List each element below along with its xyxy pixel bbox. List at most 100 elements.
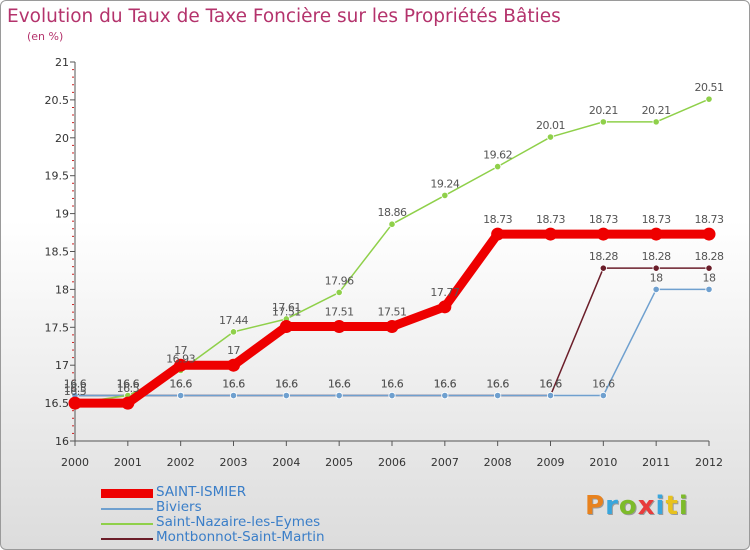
proxiti-logo: Proxiti [585,491,689,521]
y-tick-label: 20.5 [45,94,70,107]
data-label-montbonnot-saint-martin: 16.6 [434,378,457,391]
logo-letter: i [678,491,689,521]
data-point-montbonnot-saint-martin [705,264,713,272]
data-label-biviers: 16.6 [222,378,245,391]
data-point-saint-ismier [702,227,716,241]
legend-swatch-saint-nazaire-les-eymes [101,523,153,525]
data-label-montbonnot-saint-martin: 16.6 [169,378,192,391]
data-label-biviers: 16.6 [381,378,404,391]
data-point-saint-nazaire-les-eymes [599,118,607,126]
x-tick-label: 2005 [325,456,353,469]
y-tick-label: 16.5 [45,397,70,410]
data-point-saint-ismier [227,358,240,372]
data-point-saint-ismier [596,227,610,241]
data-point-saint-ismier [544,227,557,241]
data-point-saint-nazaire-les-eymes [335,288,343,297]
data-point-saint-nazaire-les-eymes [705,95,713,103]
data-label-saint-nazaire-les-eymes: 17.44 [219,314,248,327]
x-tick-label: 2011 [642,456,670,469]
legend-label-biviers: Biviers [156,499,202,515]
x-tick-label: 2004 [272,456,300,469]
x-tick-label: 2009 [537,456,565,469]
y-tick-label: 18 [55,283,69,296]
data-label-montbonnot-saint-martin: 16.6 [381,378,404,391]
y-axis-unit-label: (en %) [27,30,64,43]
data-point-saint-ismier [68,396,82,410]
data-label-saint-ismier: 18.73 [642,213,671,226]
data-label-saint-ismier: 18.73 [589,213,618,226]
data-label-saint-nazaire-les-eymes: 16.5 [64,385,87,398]
legend-item-biviers: Biviers [101,499,401,516]
x-tick-label: 2002 [167,456,195,469]
data-label-saint-ismier: 16.5 [117,382,140,395]
logo-letter: P [585,491,606,521]
data-label-saint-nazaire-les-eymes: 20.01 [536,119,565,132]
data-label-montbonnot-saint-martin: 16.6 [222,378,245,391]
data-label-saint-ismier: 18.73 [483,213,512,226]
data-label-biviers: 16.6 [64,378,87,391]
data-point-saint-ismier [491,227,505,241]
data-label-montbonnot-saint-martin: 16.6 [328,378,351,391]
legend-item-montbonnot-saint-martin: Montbonnot-Saint-Martin [101,529,401,546]
data-label-montbonnot-saint-martin: 16.6 [539,378,562,391]
data-label-biviers: 16.6 [328,378,351,391]
y-tick-label: 20 [55,132,69,145]
legend-item-saint-ismier: SAINT-ISMIER [101,484,401,501]
data-label-saint-nazaire-les-eymes: 18.86 [378,206,407,219]
data-label-saint-ismier: 18.73 [536,213,565,226]
data-label-saint-nazaire-les-eymes: 19.62 [483,149,512,162]
legend-item-saint-nazaire-les-eymes: Saint-Nazaire-les-Eymes [101,514,401,531]
data-label-montbonnot-saint-martin: 16.6 [486,378,509,391]
data-label-biviers: 16.6 [275,378,298,391]
legend-label-saint-nazaire-les-eymes: Saint-Nazaire-les-Eymes [156,514,321,530]
chart-title: Evolution du Taux de Taxe Foncière sur l… [7,6,561,27]
data-point-saint-nazaire-les-eymes [388,220,396,228]
data-point-saint-nazaire-les-eymes [229,328,238,336]
data-label-montbonnot-saint-martin: 16.6 [117,378,140,391]
data-label-biviers: 16.6 [434,378,457,391]
data-point-biviers [177,391,185,400]
data-point-saint-nazaire-les-eymes [652,118,660,126]
data-label-montbonnot-saint-martin: 18.28 [642,250,671,263]
data-point-saint-ismier [649,227,663,241]
data-point-saint-ismier [121,396,135,410]
x-tick-label: 2012 [695,456,723,469]
data-point-biviers [599,391,607,400]
x-tick-label: 2003 [220,456,248,469]
data-label-biviers: 18 [703,271,716,284]
legend-swatch-montbonnot-saint-martin [101,538,153,540]
data-label-saint-nazaire-les-eymes: 20.21 [589,104,618,117]
data-point-saint-ismier [174,358,188,372]
data-label-biviers: 16.6 [592,378,615,391]
data-point-biviers [282,391,290,400]
x-tick-label: 2006 [378,456,406,469]
data-point-saint-nazaire-les-eymes [494,163,502,171]
y-tick-label: 19 [55,208,69,221]
data-point-biviers [441,391,449,400]
data-label-saint-ismier: 17.77 [430,286,459,299]
data-point-montbonnot-saint-martin [652,264,660,272]
legend-swatch-biviers [101,508,153,510]
data-point-montbonnot-saint-martin [599,264,607,272]
chart-legend: SAINT-ISMIER Biviers Saint-Nazaire-les-Eym… [101,484,401,546]
data-point-biviers [652,285,660,293]
data-point-biviers [229,391,238,400]
data-point-saint-ismier [438,300,452,314]
logo-letter: r [605,491,619,521]
logo-letter: i [655,491,666,521]
data-label-saint-ismier: 17.51 [325,306,354,319]
data-point-saint-ismier [385,320,399,334]
data-point-biviers [335,391,343,400]
data-label-saint-ismier: 17 [174,344,187,357]
x-tick-label: 2008 [484,456,512,469]
data-label-montbonnot-saint-martin: 16.6 [275,378,298,391]
data-label-saint-ismier: 17.51 [378,306,407,319]
x-tick-label: 2010 [589,456,617,469]
logo-letter: t [665,491,679,521]
data-label-biviers: 16.6 [117,378,140,391]
data-label-saint-nazaire-les-eymes: 20.51 [695,81,724,94]
data-label-saint-nazaire-les-eymes: 16.93 [166,353,195,366]
y-tick-label: 16 [55,435,69,448]
x-tick-label: 2000 [61,456,89,469]
